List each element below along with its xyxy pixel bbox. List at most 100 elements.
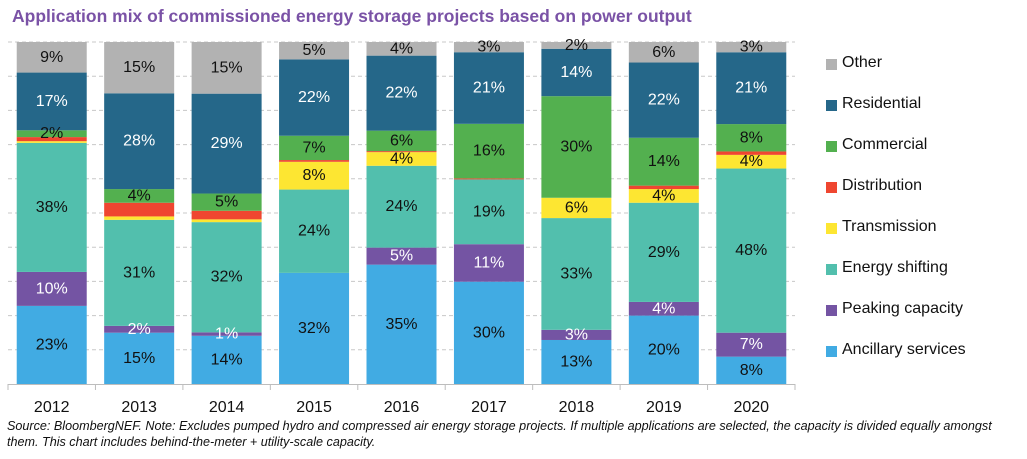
bar-segment-ancillary-services-2012 <box>16 305 87 384</box>
data-label: 2% <box>565 37 588 54</box>
bar-segment-commercial-2018 <box>541 96 612 198</box>
x-tick-label: 2020 <box>733 399 769 416</box>
data-label: 3% <box>477 39 500 56</box>
x-tick-label: 2017 <box>471 399 507 416</box>
x-axis: 2012 2013 2014 2015 2016 2017 2018 2019 2020 <box>7 384 796 416</box>
bar-segment-residential-2018 <box>541 48 612 97</box>
data-label: 32% <box>298 320 330 337</box>
bar-segment-commercial-2016 <box>366 130 437 152</box>
bar-segment-transmission-2012 <box>16 141 87 143</box>
bar-segment-peaking-capacity-2020 <box>716 332 787 357</box>
bar-segment-distribution-2019 <box>628 185 699 190</box>
data-label: 31% <box>123 264 155 281</box>
bar-segment-transmission-2014 <box>191 219 262 223</box>
data-label: 4% <box>652 187 675 204</box>
x-tick-label: 2014 <box>209 399 245 416</box>
data-label: 13% <box>560 353 592 370</box>
data-label: 2% <box>128 321 151 338</box>
data-label: 24% <box>385 198 417 215</box>
data-label: 15% <box>123 350 155 367</box>
bar-segment-other-2014 <box>191 42 262 94</box>
x-tick-label: 2016 <box>384 399 420 416</box>
bar-segment-commercial-2019 <box>628 137 699 186</box>
data-label: 15% <box>123 59 155 76</box>
bar-segment-energy-shifting-2018 <box>541 218 612 330</box>
bar-segment-peaking-capacity-2012 <box>16 271 87 306</box>
data-label: 35% <box>385 316 417 333</box>
data-label: 29% <box>211 135 243 152</box>
bar-segment-other-2016 <box>366 42 437 56</box>
bar-segment-residential-2014 <box>191 93 262 194</box>
data-label: 5% <box>390 248 413 265</box>
bar-segment-transmission-2018 <box>541 197 612 219</box>
x-tick-label: 2013 <box>121 399 157 416</box>
data-label: 11% <box>474 254 505 271</box>
data-label: 14% <box>648 153 680 170</box>
legend-label: Transmission <box>842 218 937 235</box>
legend-swatch <box>826 59 837 70</box>
source-note: Source: BloombergNEF. Note: Excludes pum… <box>7 419 992 449</box>
bar-segment-ancillary-services-2019 <box>628 315 699 384</box>
data-label: 38% <box>36 199 68 216</box>
bar-segment-distribution-2017 <box>453 178 524 180</box>
bar-segment-transmission-2013 <box>104 216 175 220</box>
legend-label: Other <box>842 54 883 71</box>
data-label: 8% <box>302 167 325 184</box>
bar-segment-peaking-capacity-2017 <box>453 244 524 282</box>
bar-segment-residential-2019 <box>628 62 699 138</box>
bar-segment-ancillary-services-2014 <box>191 335 262 384</box>
legend-item-ancillary-services: Ancillary services <box>826 341 966 382</box>
legend-item-commercial: Commercial <box>826 136 966 177</box>
bar-segment-peaking-capacity-2018 <box>541 329 612 340</box>
bar-segment-commercial-2017 <box>453 123 524 179</box>
bar-segment-residential-2016 <box>366 55 437 131</box>
legend-item-distribution: Distribution <box>826 177 966 218</box>
bar-segment-distribution-2012 <box>16 137 87 142</box>
data-label: 4% <box>740 153 763 170</box>
data-label: 15% <box>211 59 243 76</box>
data-label: 5% <box>215 194 238 211</box>
bar-segment-other-2012 <box>16 42 87 73</box>
bar-segment-distribution-2015 <box>279 160 350 162</box>
bar-segment-ancillary-services-2020 <box>716 356 787 384</box>
chart-title: Application mix of commissioned energy s… <box>12 6 692 26</box>
bar-segment-ancillary-services-2013 <box>104 332 175 384</box>
data-label: 30% <box>560 138 592 155</box>
data-label: 3% <box>565 326 588 343</box>
bar-segment-residential-2012 <box>16 72 87 131</box>
data-label: 21% <box>735 80 767 97</box>
bar-segment-ancillary-services-2017 <box>453 281 524 384</box>
bar-segment-energy-shifting-2012 <box>16 142 87 272</box>
bar-segment-distribution-2013 <box>104 202 175 217</box>
segment-labels: 23% 10% 38% 2% 17% 9% 15% 2% 31% 4% 28% 15% 14% 1% 32%… <box>36 37 768 379</box>
legend-label: Peaking capacity <box>842 300 963 317</box>
legend-item-residential: Residential <box>826 95 966 136</box>
bar-segment-peaking-capacity-2019 <box>628 301 699 316</box>
legend-swatch <box>826 100 837 111</box>
bar-segment-energy-shifting-2020 <box>716 168 787 333</box>
bar-segment-energy-shifting-2014 <box>191 222 262 333</box>
bar-segment-commercial-2012 <box>16 130 87 138</box>
legend-swatch <box>826 223 837 234</box>
data-label: 17% <box>36 93 68 110</box>
bar-segment-residential-2015 <box>279 59 350 136</box>
bar-segment-energy-shifting-2013 <box>104 219 175 326</box>
data-label: 2% <box>40 125 63 142</box>
bar-segment-other-2017 <box>453 42 524 53</box>
legend-label: Commercial <box>842 136 928 153</box>
data-label: 4% <box>390 150 413 167</box>
data-label: 24% <box>298 223 330 240</box>
data-label: 5% <box>302 42 325 59</box>
bar-segment-other-2020 <box>716 42 787 53</box>
legend-label: Energy shifting <box>842 259 948 276</box>
data-label: 3% <box>740 39 763 56</box>
legend-label: Residential <box>842 95 922 112</box>
bar-segment-peaking-capacity-2014 <box>191 332 262 336</box>
bar-segment-transmission-2019 <box>628 189 699 203</box>
data-label: 6% <box>390 132 413 149</box>
bar-segment-commercial-2015 <box>279 135 350 161</box>
legend-swatch <box>826 182 837 193</box>
bar-segment-ancillary-services-2018 <box>541 339 612 384</box>
bar-segment-energy-shifting-2017 <box>453 179 524 245</box>
data-label: 4% <box>652 300 675 317</box>
